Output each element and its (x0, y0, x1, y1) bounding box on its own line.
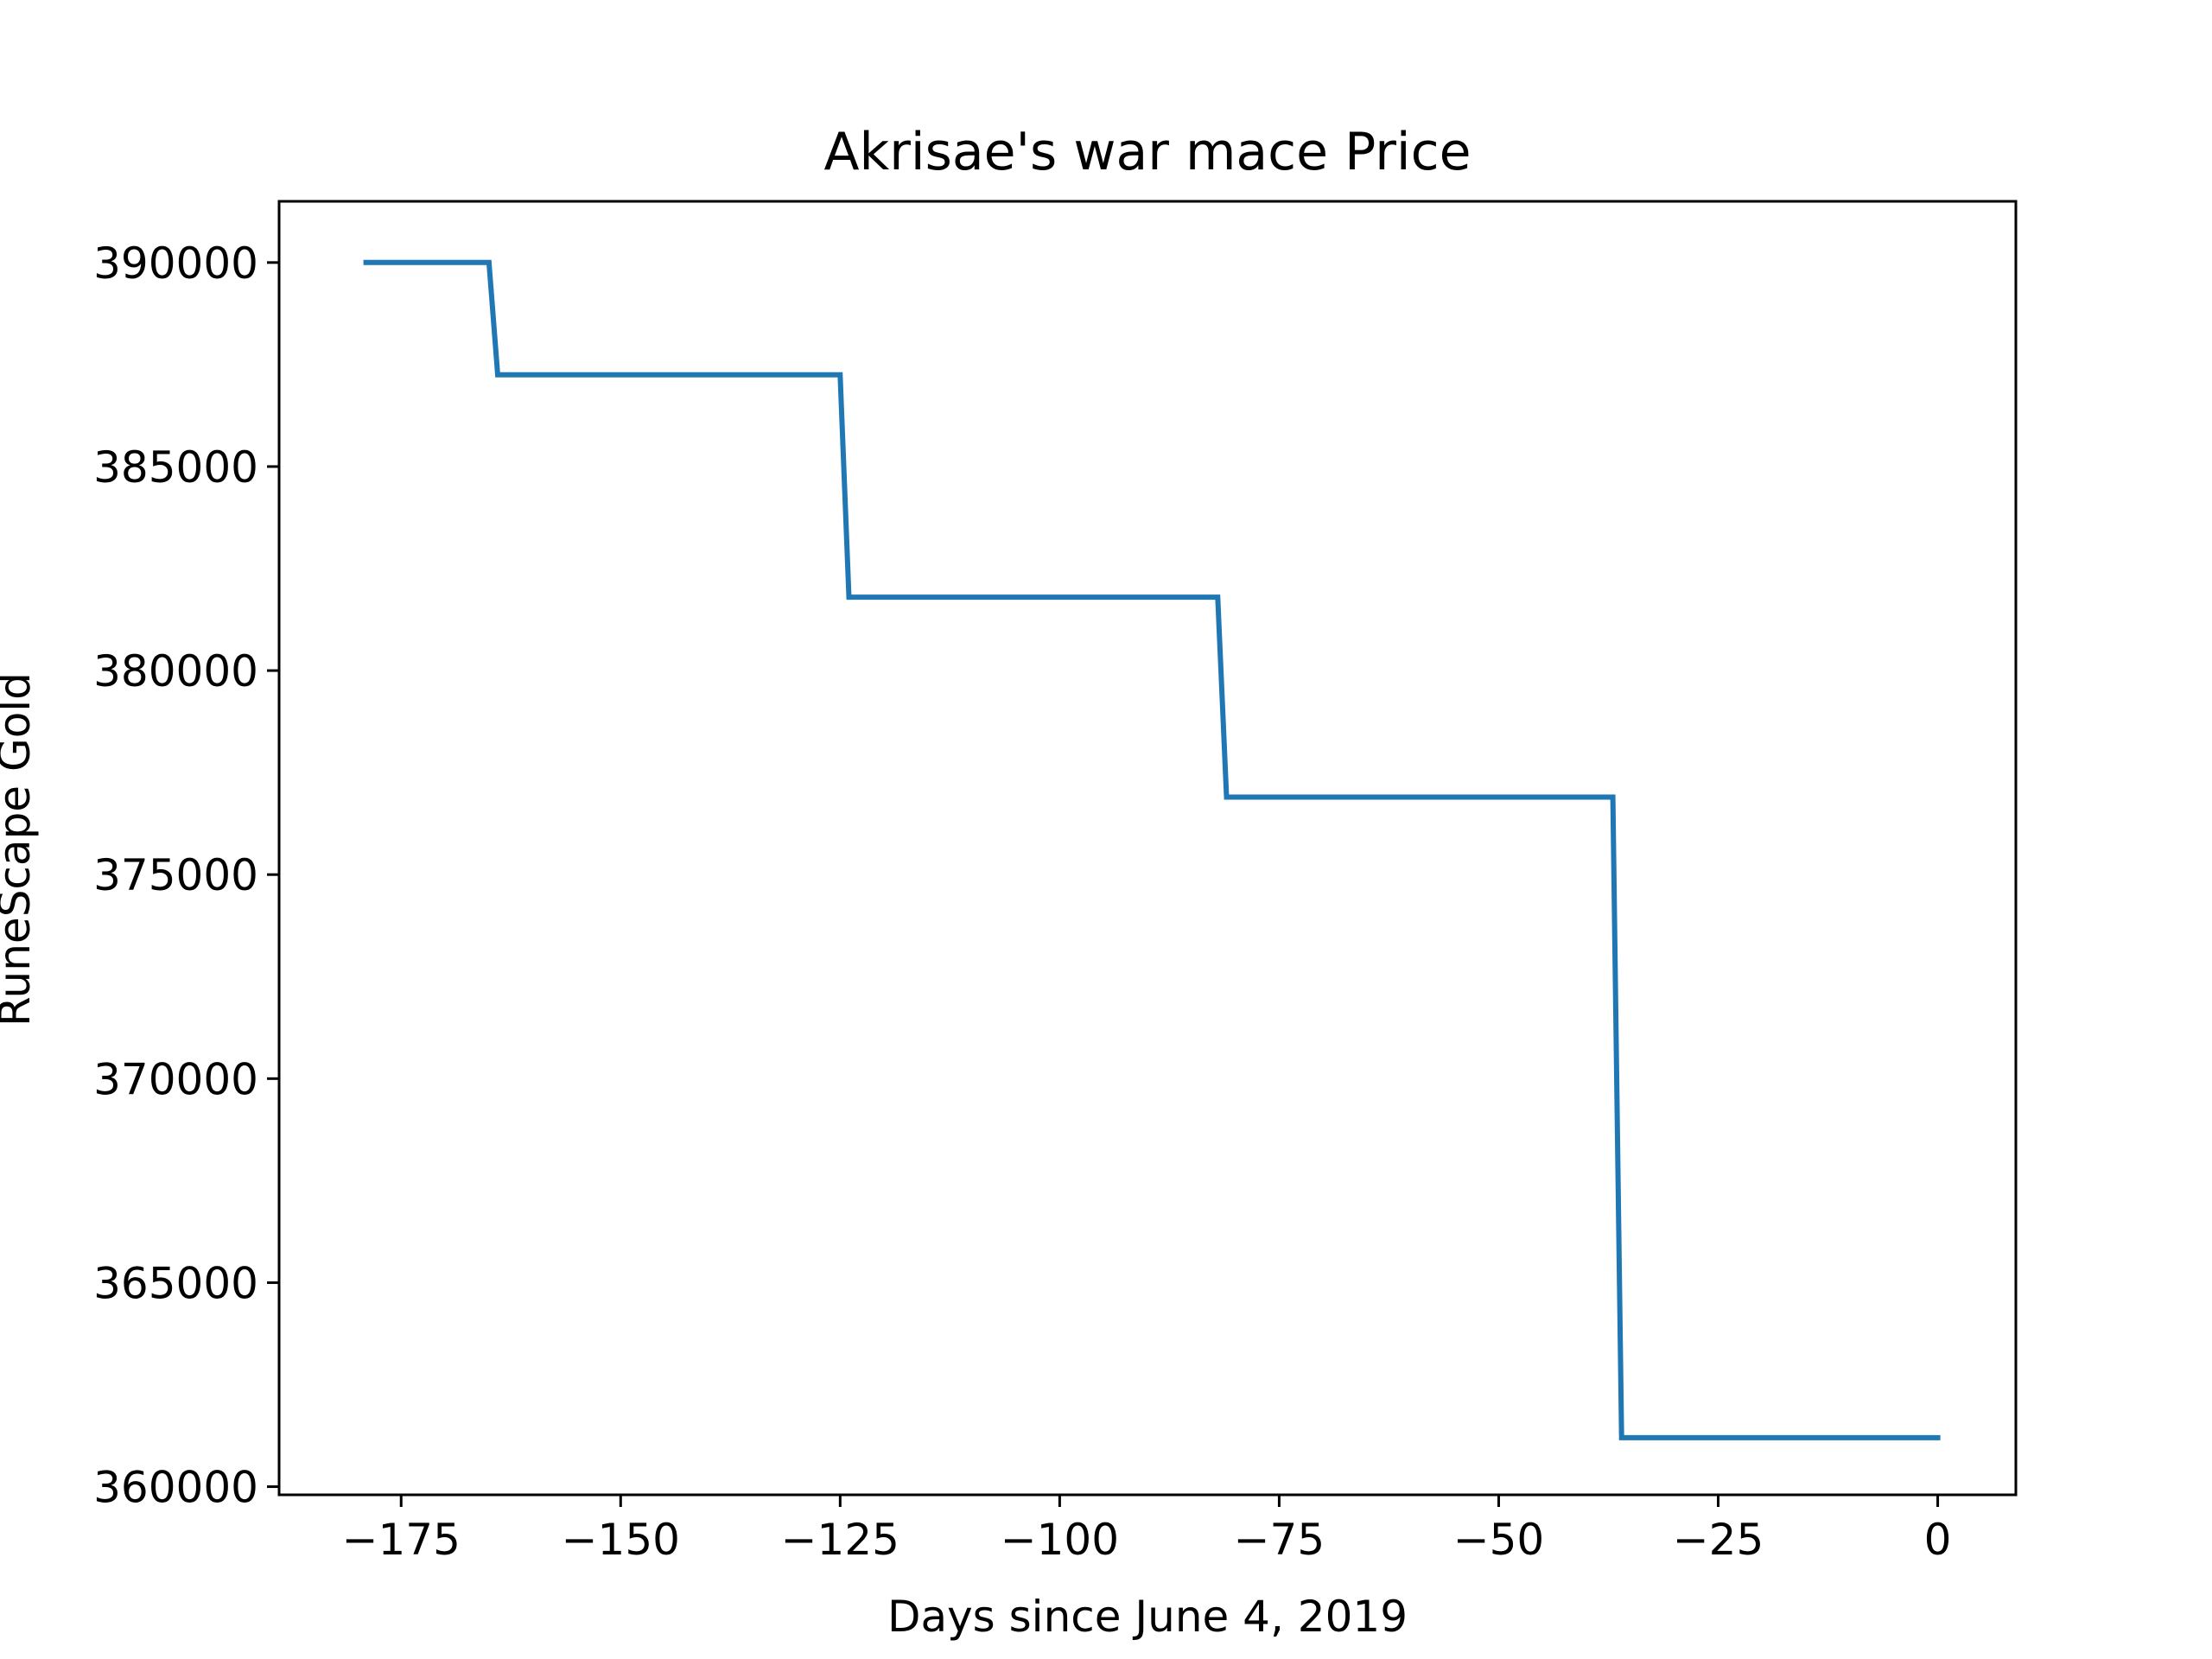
y-tick-label: 385000 (93, 442, 258, 493)
y-tick-label: 370000 (93, 1054, 258, 1104)
y-axis-label: RuneScape Gold (0, 672, 40, 1027)
plot-area (363, 259, 1941, 1440)
axis-ticks: −175 −150 −125 −100 −75 −50 −25 0 360000 365000 37… (93, 238, 1951, 1565)
x-tick-label: −150 (562, 1515, 680, 1565)
y-tick-label: 365000 (93, 1258, 258, 1308)
x-tick-label: 0 (1924, 1515, 1952, 1565)
x-tick-label: −75 (1234, 1515, 1325, 1565)
x-tick-label: −25 (1673, 1515, 1764, 1565)
y-tick-label: 375000 (93, 850, 258, 900)
x-tick-label: −175 (342, 1515, 461, 1565)
series-line (363, 259, 1941, 1440)
y-tick-label: 390000 (93, 238, 258, 289)
x-tick-label: −125 (781, 1515, 899, 1565)
chart-title: Akrisae's war mace Price (823, 122, 1471, 182)
y-tick-label: 380000 (93, 646, 258, 696)
x-tick-label: −50 (1453, 1515, 1545, 1565)
x-axis-label: Days since June 4, 2019 (887, 1592, 1408, 1642)
x-tick-label: −100 (1001, 1515, 1119, 1565)
y-tick-label: 360000 (93, 1463, 258, 1513)
plot-frame (277, 200, 2018, 1497)
